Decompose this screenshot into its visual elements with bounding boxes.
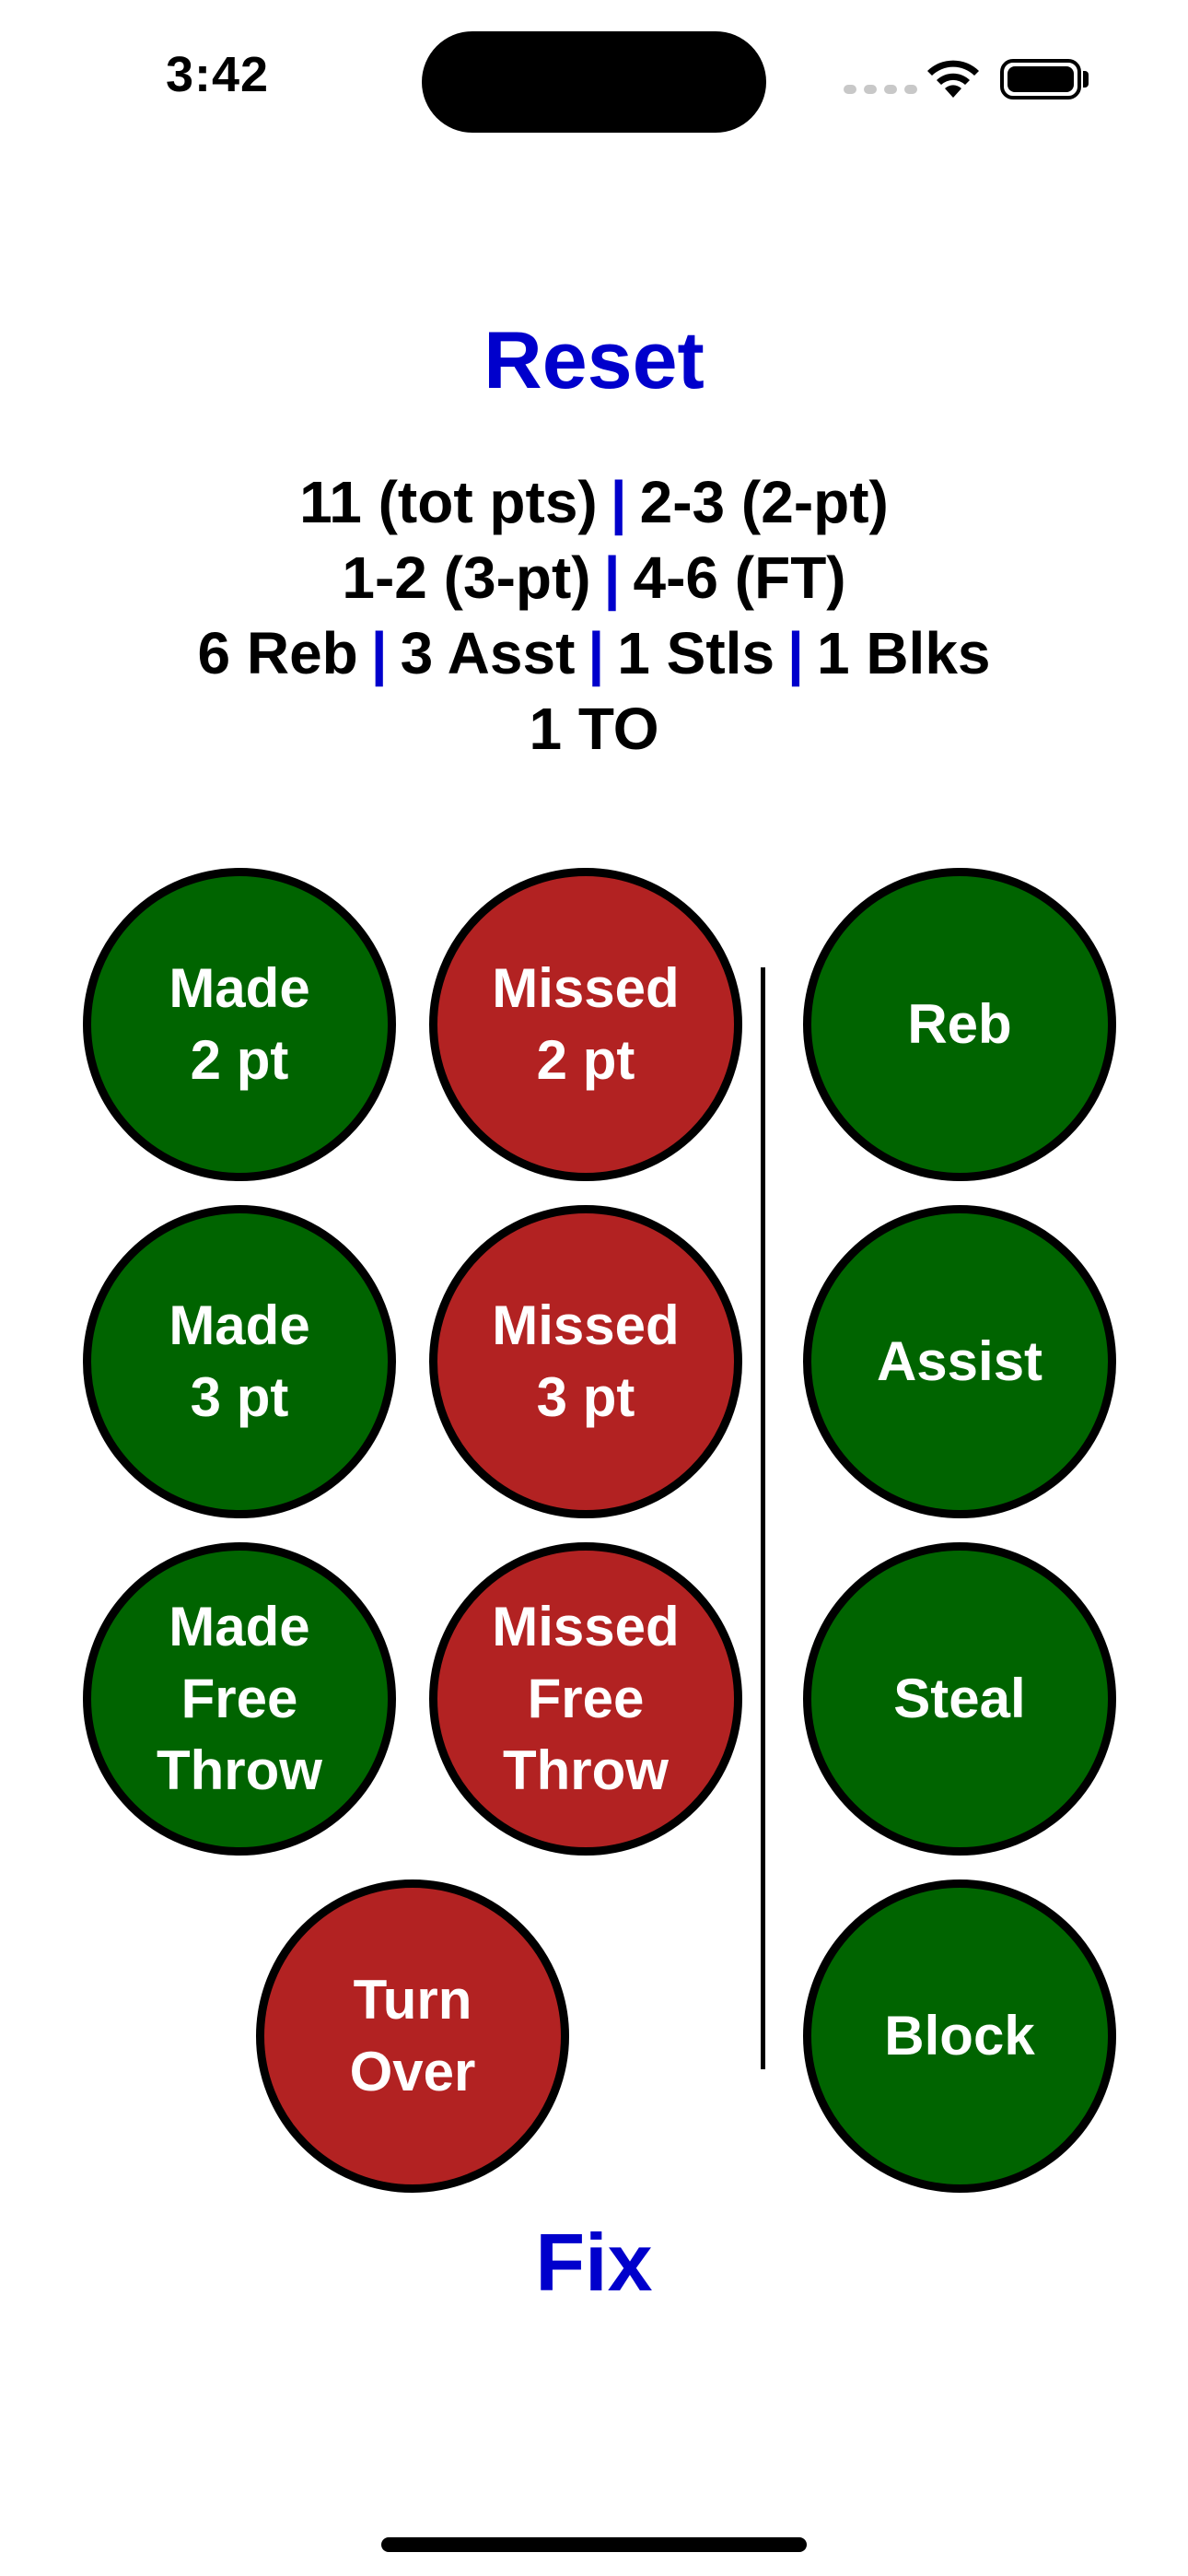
steals-stat: 1 Stls (617, 620, 775, 686)
two-point-stat: 2-3 (2-pt) (639, 469, 889, 535)
made-3pt-label: Made 3 pt (169, 1294, 310, 1428)
three-point-stat: 1-2 (3-pt) (342, 544, 591, 611)
made-2pt-button[interactable]: Made 2 pt (83, 868, 396, 1181)
steal-label: Steal (893, 1668, 1026, 1729)
made-free-throw-button[interactable]: Made Free Throw (83, 1542, 396, 1856)
block-label: Block (884, 2005, 1035, 2067)
separator: | (787, 620, 804, 686)
turnovers-stat: 1 TO (529, 696, 659, 762)
column-divider (761, 967, 765, 2069)
made-free-throw-label: Made Free Throw (157, 1596, 322, 1801)
missed-free-throw-label: Missed Free Throw (492, 1596, 680, 1801)
stats-line-1: 11 (tot pts) | 2-3 (2-pt) (0, 464, 1188, 540)
assist-button[interactable]: Assist (803, 1205, 1116, 1518)
steal-button[interactable]: Steal (803, 1542, 1116, 1856)
rebounds-stat: 6 Reb (197, 620, 358, 686)
assists-stat: 3 Asst (400, 620, 576, 686)
separator: | (370, 620, 388, 686)
home-indicator[interactable] (381, 2537, 807, 2552)
battery-tip (1083, 71, 1089, 88)
missed-3pt-label: Missed 3 pt (492, 1294, 680, 1428)
assist-label: Assist (876, 1330, 1043, 1392)
cellular-signal-icon (844, 85, 917, 94)
separator: | (588, 620, 605, 686)
rebound-button[interactable]: Reb (803, 868, 1116, 1181)
separator: | (610, 469, 627, 535)
reset-button[interactable]: Reset (0, 313, 1188, 407)
missed-3pt-button[interactable]: Missed 3 pt (429, 1205, 742, 1518)
turnover-button[interactable]: Turn Over (256, 1879, 569, 2193)
blocks-stat: 1 Blks (816, 620, 991, 686)
fix-button[interactable]: Fix (0, 2216, 1188, 2310)
stats-line-2: 1-2 (3-pt) | 4-6 (FT) (0, 540, 1188, 615)
stats-line-4: 1 TO (0, 691, 1188, 767)
dynamic-island (422, 31, 766, 133)
missed-2pt-button[interactable]: Missed 2 pt (429, 868, 742, 1181)
wifi-icon (927, 60, 979, 98)
missed-2pt-label: Missed 2 pt (492, 957, 680, 1091)
missed-free-throw-button[interactable]: Missed Free Throw (429, 1542, 742, 1856)
turnover-label: Turn Over (349, 1969, 476, 2102)
status-time: 3:42 (166, 47, 270, 102)
made-2pt-label: Made 2 pt (169, 957, 310, 1091)
made-3pt-button[interactable]: Made 3 pt (83, 1205, 396, 1518)
battery-icon (1000, 59, 1081, 100)
stats-summary: 11 (tot pts) | 2-3 (2-pt) 1-2 (3-pt) | 4-6 (… (0, 464, 1188, 767)
stats-line-3: 6 Reb | 3 Asst | 1 Stls | 1 Blks (0, 615, 1188, 691)
total-points: 11 (tot pts) (299, 469, 598, 535)
rebound-label: Reb (907, 993, 1012, 1055)
block-button[interactable]: Block (803, 1879, 1116, 2193)
separator: | (603, 544, 621, 611)
free-throw-stat: 4-6 (FT) (633, 544, 846, 611)
